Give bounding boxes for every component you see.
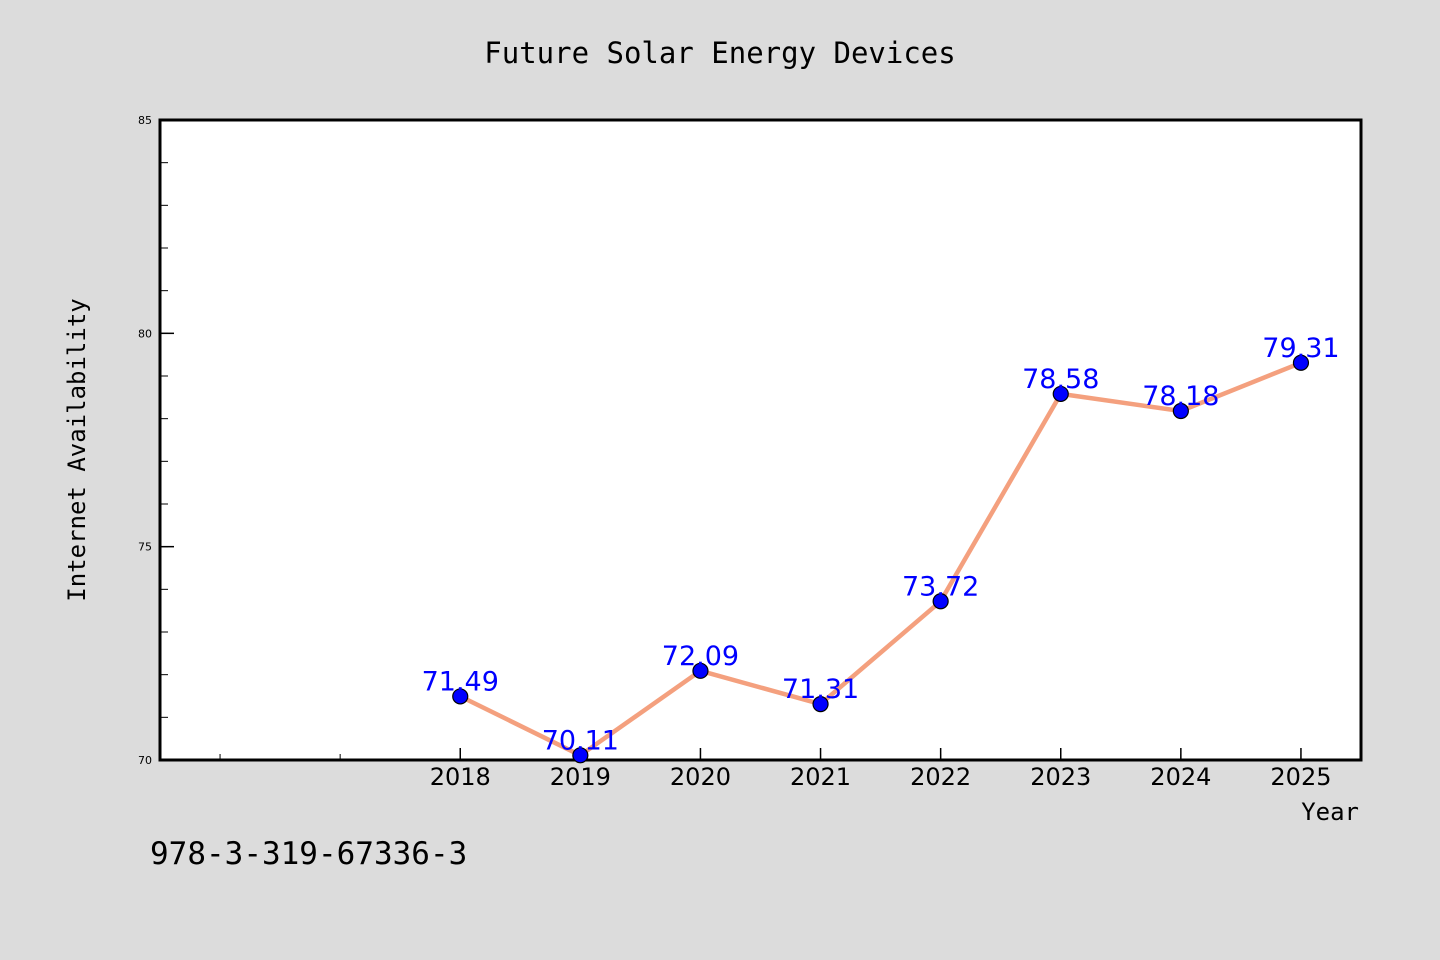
data-point (572, 747, 589, 764)
x-tick-label: 2018 (430, 763, 491, 791)
x-tick-label: 2023 (1030, 763, 1091, 791)
y-axis-ticks: 70 75 80 85 (138, 114, 174, 767)
data-label: 71.49 (422, 666, 499, 697)
data-point (692, 662, 709, 679)
data-point (1052, 385, 1069, 403)
data-label: 78.18 (1142, 381, 1219, 412)
data-label: 70.11 (542, 725, 619, 756)
y-axis-label: Internet Availability (63, 298, 91, 601)
x-tick-label: 2021 (790, 763, 851, 791)
x-axis-label: Year (1301, 798, 1359, 826)
y-tick-label: 75 (138, 541, 152, 554)
data-label: 73.72 (902, 571, 979, 602)
data-point (452, 688, 469, 705)
y-tick-label: 85 (138, 114, 152, 127)
x-tick-label: 2019 (550, 763, 611, 791)
x-tick-label: 2025 (1270, 763, 1331, 791)
y-tick-label: 80 (138, 327, 152, 340)
data-label: 72.09 (662, 641, 739, 672)
data-label: 71.31 (782, 674, 859, 705)
x-axis-ticks: 2018 2019 2020 2021 2022 2023 2024 2025 (430, 748, 1331, 791)
chart-title: Future Solar Energy Devices (484, 36, 955, 70)
data-markers (452, 354, 1310, 764)
data-label: 78.58 (1022, 364, 1099, 395)
y-tick-label: 70 (138, 754, 152, 767)
data-point (1172, 402, 1189, 420)
data-point (812, 696, 829, 713)
data-labels: 71.49 70.11 72.09 71.31 73.72 78.58 78.18 79.31 (422, 333, 1340, 757)
x-tick-label: 2020 (670, 763, 731, 791)
x-tick-label: 2024 (1150, 763, 1211, 791)
footer-isbn: 978-3-319-67336-3 (150, 836, 467, 872)
series-line (458, 360, 1304, 758)
data-label: 79.31 (1262, 333, 1339, 364)
data-point (932, 593, 949, 610)
plot-area (158, 118, 1363, 762)
x-tick-label: 2022 (910, 763, 971, 791)
data-point (1292, 354, 1310, 371)
